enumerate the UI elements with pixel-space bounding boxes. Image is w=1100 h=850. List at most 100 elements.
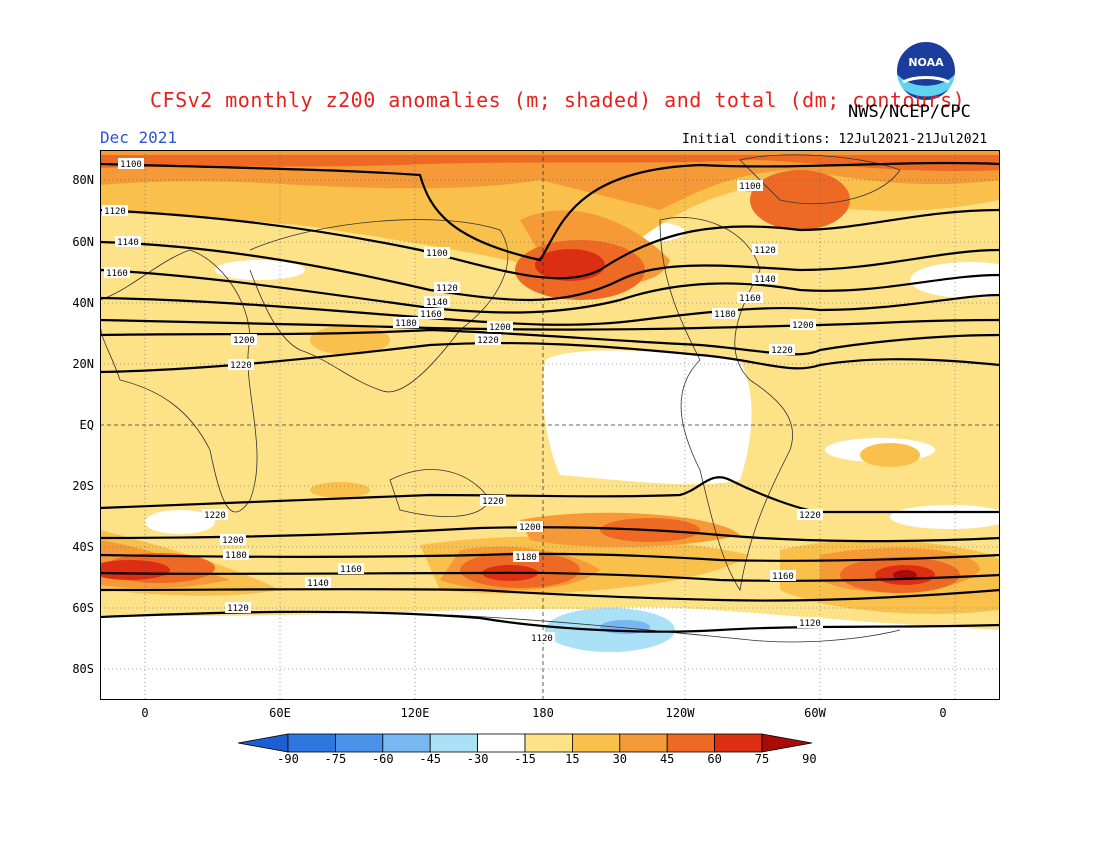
svg-text:1180: 1180 bbox=[714, 310, 736, 320]
noaa-logo-icon: NOAA bbox=[895, 40, 957, 102]
svg-text:1160: 1160 bbox=[772, 572, 794, 582]
forecast-month: Dec 2021 bbox=[100, 128, 178, 147]
svg-text:1220: 1220 bbox=[204, 511, 226, 521]
contour-label: 1180 bbox=[223, 549, 249, 561]
svg-text:1140: 1140 bbox=[754, 275, 776, 285]
contour-label: 1200 bbox=[517, 521, 543, 533]
contour-label: 1160 bbox=[338, 563, 364, 575]
colorbar-cell bbox=[335, 733, 384, 753]
contour-label: 1180 bbox=[513, 551, 539, 563]
colorbar bbox=[238, 733, 813, 753]
contour-label: 1120 bbox=[797, 617, 823, 629]
contour-label: 1160 bbox=[770, 570, 796, 582]
colorbar-label: -75 bbox=[324, 752, 347, 766]
logo: NOAA bbox=[895, 40, 957, 102]
svg-text:1200: 1200 bbox=[222, 536, 244, 546]
svg-text:1200: 1200 bbox=[489, 323, 511, 333]
org-label: NWS/NCEP/CPC bbox=[848, 102, 971, 122]
lon-label: 60W bbox=[804, 706, 826, 720]
contour-label: 1200 bbox=[487, 321, 513, 333]
contour-label: 1140 bbox=[752, 273, 778, 285]
svg-text:1100: 1100 bbox=[120, 160, 142, 170]
svg-text:1120: 1120 bbox=[436, 284, 458, 294]
colorbar-label: 15 bbox=[565, 752, 580, 766]
contour-label: 1120 bbox=[434, 282, 460, 294]
lon-label: 60E bbox=[269, 706, 291, 720]
map-frame bbox=[100, 150, 1000, 700]
svg-text:1220: 1220 bbox=[799, 511, 821, 521]
svg-text:1120: 1120 bbox=[754, 246, 776, 256]
contour-label: 1140 bbox=[305, 577, 331, 589]
lat-label: 20S bbox=[72, 479, 94, 493]
svg-text:1160: 1160 bbox=[340, 565, 362, 575]
contour-label: 1140 bbox=[424, 296, 450, 308]
colorbar-cell bbox=[619, 733, 668, 753]
svg-text:1120: 1120 bbox=[104, 207, 126, 217]
lat-label: 60S bbox=[72, 601, 94, 615]
colorbar-label: 90 bbox=[802, 752, 817, 766]
equator-dateline bbox=[100, 150, 1000, 700]
svg-text:1200: 1200 bbox=[233, 336, 255, 346]
lon-label: 120E bbox=[400, 706, 430, 720]
svg-text:1160: 1160 bbox=[420, 310, 442, 320]
colorbar-cell bbox=[666, 733, 716, 753]
colorbar-label: 30 bbox=[612, 752, 628, 766]
contour-labels: 1100 1100 1100 1120 1120 1120 1120 1140 … bbox=[102, 158, 823, 644]
lon-label: 120W bbox=[665, 706, 695, 720]
svg-text:1180: 1180 bbox=[395, 319, 417, 329]
lat-label: 60N bbox=[72, 235, 94, 249]
colorbar-cell bbox=[429, 733, 478, 753]
anomaly-map: 1100 1100 1100 1120 1120 1120 1120 1140 … bbox=[100, 150, 1000, 700]
colorbar-cell bbox=[382, 733, 431, 753]
contour-label: 1120 bbox=[225, 602, 251, 614]
svg-text:1220: 1220 bbox=[230, 361, 252, 371]
lat-label: 40S bbox=[72, 540, 94, 554]
svg-text:1200: 1200 bbox=[792, 321, 814, 331]
contour-label: 1160 bbox=[104, 267, 130, 279]
svg-text:1160: 1160 bbox=[739, 294, 761, 304]
height-contours bbox=[100, 161, 1000, 633]
chart-title: CFSv2 monthly z200 anomalies (m; shaded)… bbox=[150, 88, 966, 112]
svg-text:1160: 1160 bbox=[106, 269, 128, 279]
colorbar-label: -30 bbox=[466, 752, 489, 766]
svg-text:1120: 1120 bbox=[531, 634, 553, 644]
contour-label: 1100 bbox=[424, 247, 450, 259]
contour-label: 1200 bbox=[220, 534, 246, 546]
contour-label: 1180 bbox=[393, 317, 419, 329]
colorbar-cell bbox=[571, 733, 621, 753]
contour-label: 1220 bbox=[769, 344, 795, 356]
colorbar-cell bbox=[287, 733, 336, 753]
contour-label: 1200 bbox=[790, 319, 816, 331]
contour-label: 1160 bbox=[737, 292, 763, 304]
lat-label: EQ bbox=[79, 418, 94, 432]
colorbar-label: 60 bbox=[707, 752, 722, 766]
svg-text:1140: 1140 bbox=[307, 579, 329, 589]
initial-conditions: Initial conditions: 12Jul2021-21Jul2021 bbox=[682, 132, 988, 147]
lon-label: 0 bbox=[939, 706, 947, 720]
contour-label: 1160 bbox=[418, 308, 444, 320]
contour-label: 1100 bbox=[737, 180, 763, 192]
lon-label: 180 bbox=[532, 706, 554, 720]
contour-label: 1220 bbox=[475, 334, 501, 346]
colorbar-cap-low bbox=[238, 733, 289, 753]
colorbar-cap-high bbox=[761, 733, 813, 753]
contour-label: 1120 bbox=[529, 632, 555, 644]
colorbar-label: 75 bbox=[754, 752, 770, 766]
contour-label: 1100 bbox=[118, 158, 144, 170]
svg-text:1180: 1180 bbox=[225, 551, 247, 561]
lat-label: 40N bbox=[72, 296, 94, 310]
colorbar-label: -15 bbox=[514, 752, 536, 766]
contour-label: 1220 bbox=[202, 509, 228, 521]
shade-90-plus bbox=[893, 570, 917, 580]
contour-label: 1220 bbox=[797, 509, 823, 521]
svg-text:NOAA: NOAA bbox=[908, 56, 944, 69]
contour-label: 1140 bbox=[115, 236, 141, 248]
colorbar-cell bbox=[714, 733, 763, 753]
colorbar-cell bbox=[477, 733, 526, 753]
contour-label: 1180 bbox=[712, 308, 738, 320]
svg-text:1140: 1140 bbox=[426, 298, 448, 308]
lat-label: 80N bbox=[72, 173, 94, 187]
contour-label: 1220 bbox=[480, 495, 506, 507]
contour-label: 1120 bbox=[102, 205, 128, 217]
svg-text:1120: 1120 bbox=[799, 619, 821, 629]
